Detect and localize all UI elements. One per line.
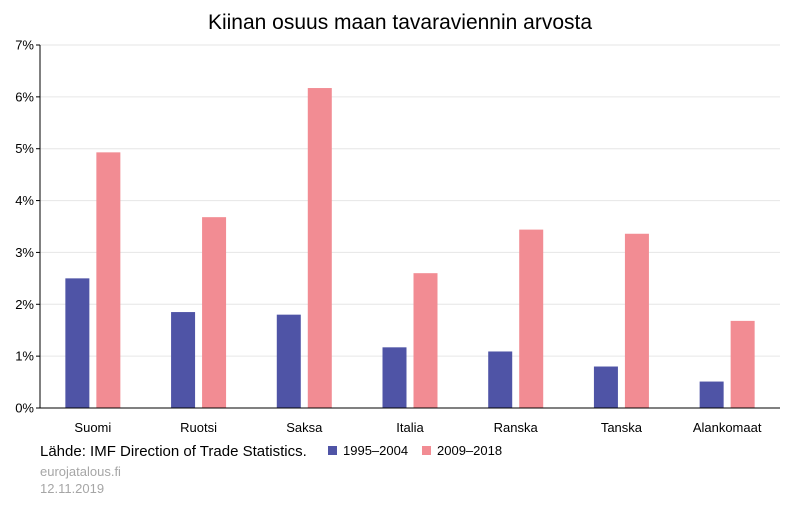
legend-label-series-1: 1995–2004 bbox=[343, 443, 408, 458]
y-tick-label: 0% bbox=[15, 401, 34, 416]
bar-suomi-series-2 bbox=[96, 152, 121, 408]
bar-saksa-series-1 bbox=[276, 314, 301, 408]
bar-ruotsi-series-1 bbox=[171, 312, 196, 408]
legend-swatch-series-1 bbox=[328, 446, 337, 455]
x-tick-label: Ranska bbox=[494, 420, 539, 435]
source-note: Lähde: IMF Direction of Trade Statistics… bbox=[40, 443, 307, 460]
y-tick-label: 4% bbox=[15, 193, 34, 208]
gridlines bbox=[40, 44, 780, 357]
bars bbox=[65, 88, 755, 408]
bar-ruotsi-series-2 bbox=[202, 217, 227, 408]
x-tick-label: Alankomaat bbox=[693, 420, 762, 435]
footer-date: 12.11.2019 bbox=[40, 481, 104, 496]
bar-italia-series-2 bbox=[413, 273, 438, 408]
x-tick-label: Saksa bbox=[286, 420, 323, 435]
bar-alankomaat-series-2 bbox=[730, 320, 755, 408]
bar-saksa-series-2 bbox=[307, 88, 332, 408]
x-tick-label: Tanska bbox=[601, 420, 643, 435]
bar-ranska-series-2 bbox=[519, 229, 544, 408]
y-tick-label: 7% bbox=[15, 38, 34, 53]
bar-tanska-series-2 bbox=[624, 233, 649, 408]
x-tick-label: Suomi bbox=[74, 420, 111, 435]
x-axis: Suomi Ruotsi Saksa Italia Ranska Tanska Alanko… bbox=[40, 407, 780, 435]
y-tick-label: 1% bbox=[15, 349, 34, 364]
y-axis: 0% 1% 2% 3% 4% 5% 6% 7% bbox=[15, 38, 41, 416]
footer-site: eurojatalous.fi bbox=[40, 464, 121, 479]
x-tick-label: Italia bbox=[396, 420, 424, 435]
legend-label-series-2: 2009–2018 bbox=[437, 443, 502, 458]
y-tick-label: 6% bbox=[15, 89, 34, 104]
y-tick-label: 5% bbox=[15, 141, 34, 156]
y-tick-label: 2% bbox=[15, 297, 34, 312]
bar-italia-series-1 bbox=[382, 347, 407, 408]
legend-swatch-series-2 bbox=[422, 446, 431, 455]
bar-ranska-series-1 bbox=[488, 351, 513, 408]
x-tick-label: Ruotsi bbox=[180, 420, 217, 435]
bar-alankomaat-series-1 bbox=[699, 381, 724, 408]
bar-tanska-series-1 bbox=[593, 366, 618, 408]
legend: 1995–2004 2009–2018 bbox=[328, 443, 502, 458]
chart-title: Kiinan osuus maan tavaraviennin arvosta bbox=[208, 11, 592, 34]
y-tick-label: 3% bbox=[15, 245, 34, 260]
bar-suomi-series-1 bbox=[65, 278, 90, 408]
